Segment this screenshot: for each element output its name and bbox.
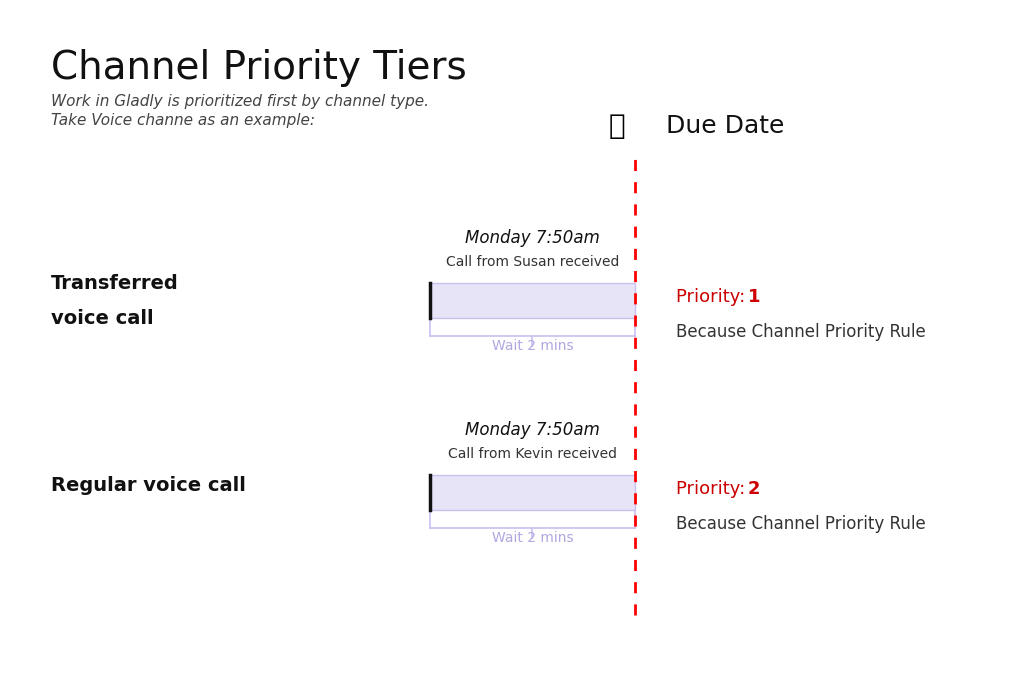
Text: Because Channel Priority Rule: Because Channel Priority Rule — [676, 323, 926, 341]
Text: Channel Priority Tiers: Channel Priority Tiers — [51, 49, 467, 87]
Text: Work in Gladly is prioritized first by channel type.: Work in Gladly is prioritized first by c… — [51, 94, 429, 109]
Text: Because Channel Priority Rule: Because Channel Priority Rule — [676, 515, 926, 533]
Text: Due Date: Due Date — [666, 114, 784, 138]
Text: voice call: voice call — [51, 308, 154, 328]
Text: Wait 2 mins: Wait 2 mins — [492, 339, 573, 353]
Text: Monday 7:50am: Monday 7:50am — [465, 421, 600, 439]
Text: Monday 7:50am: Monday 7:50am — [465, 229, 600, 247]
Text: Take Voice channe as an example:: Take Voice channe as an example: — [51, 113, 315, 128]
Text: Priority:: Priority: — [676, 480, 751, 498]
Text: Wait 2 mins: Wait 2 mins — [492, 531, 573, 545]
FancyBboxPatch shape — [430, 283, 635, 318]
Text: Regular voice call: Regular voice call — [51, 476, 246, 496]
Text: Call from Kevin received: Call from Kevin received — [447, 447, 617, 461]
FancyBboxPatch shape — [430, 475, 635, 510]
Text: 2: 2 — [748, 480, 760, 498]
Text: Call from Susan received: Call from Susan received — [445, 255, 620, 269]
Text: 1: 1 — [748, 288, 760, 306]
Text: ⭐: ⭐ — [608, 112, 625, 140]
Text: Transferred: Transferred — [51, 273, 179, 293]
Text: Priority:: Priority: — [676, 288, 751, 306]
